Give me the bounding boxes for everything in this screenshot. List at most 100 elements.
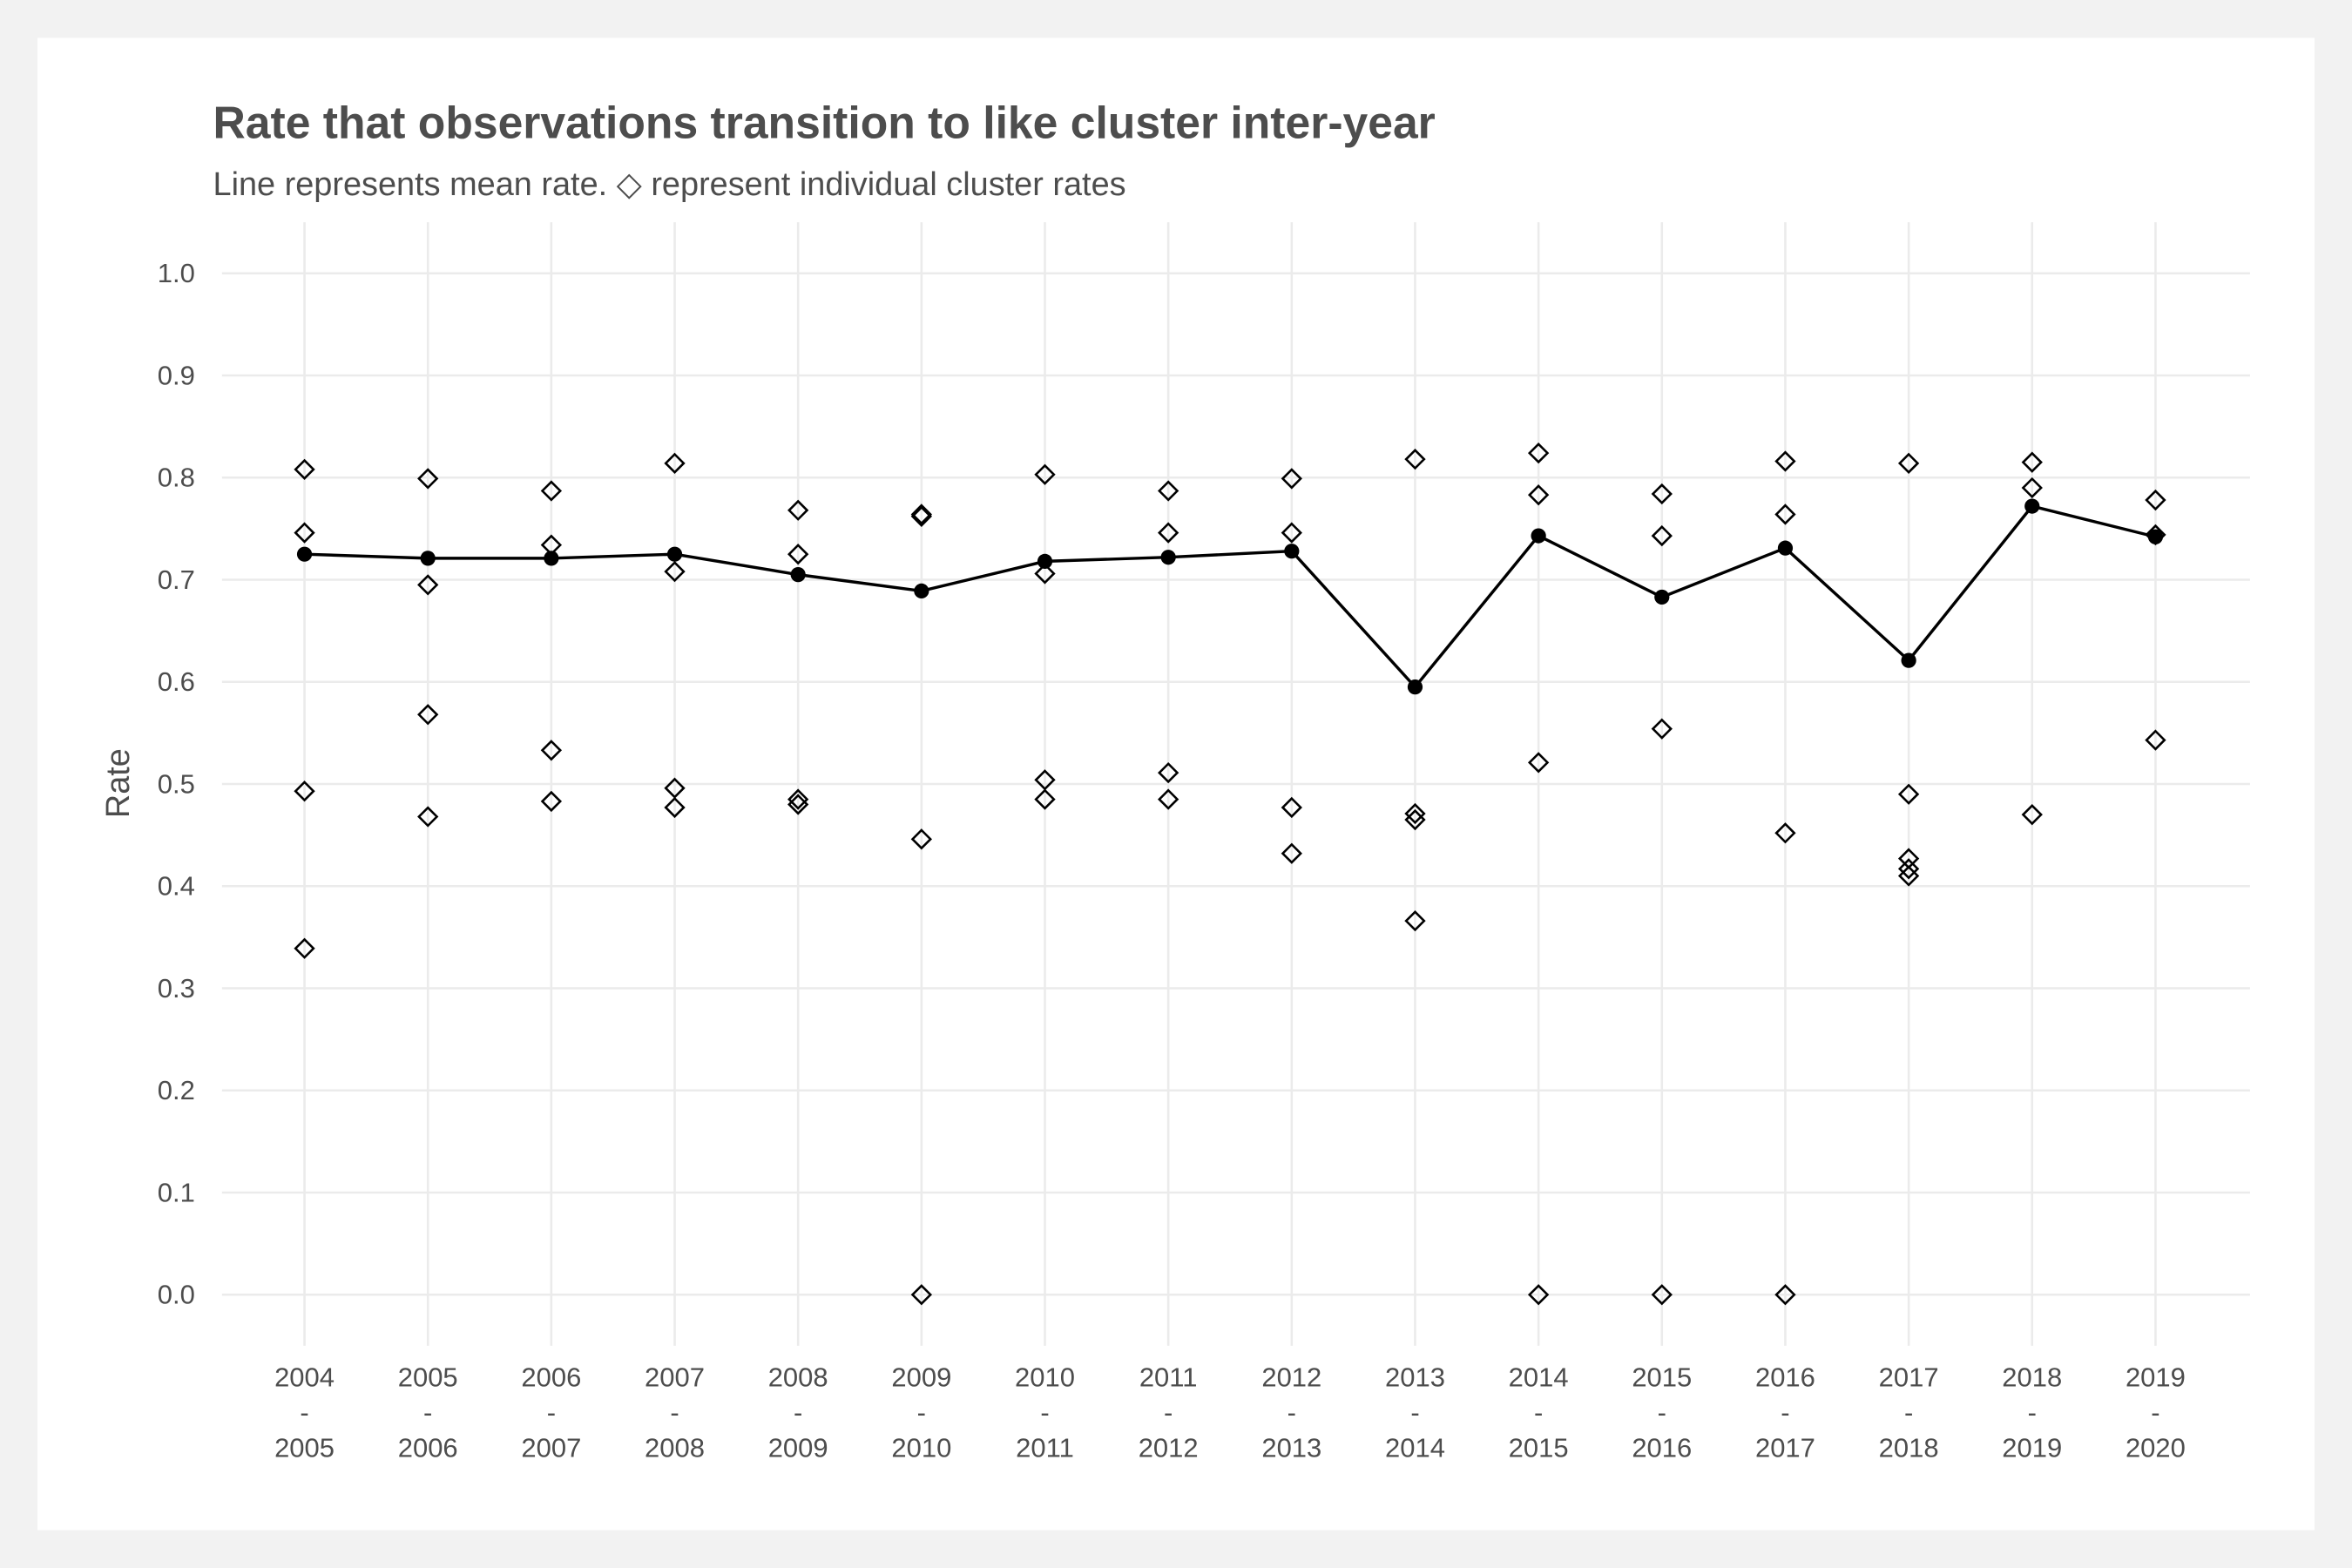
cluster-point	[1158, 761, 1179, 784]
cluster-point	[1774, 1284, 1796, 1306]
cluster-point	[1651, 524, 1673, 547]
cluster-point	[787, 788, 809, 810]
mean-point	[1407, 679, 1423, 695]
x-tick-label: 2016	[1755, 1362, 1815, 1392]
cluster-point	[417, 806, 439, 828]
x-tick-label: 2016	[1632, 1432, 1692, 1463]
x-tick-label: 2007	[521, 1432, 581, 1463]
x-tick-label: 2008	[645, 1432, 705, 1463]
mean-point	[2147, 529, 2164, 544]
mean-point	[666, 546, 683, 562]
y-tick-label: 0.0	[158, 1280, 195, 1310]
y-tick-label: 0.1	[158, 1177, 195, 1207]
mean-point	[420, 551, 436, 566]
x-tick-label: -	[1781, 1397, 1789, 1428]
cluster-point	[1774, 822, 1796, 844]
cluster-point	[540, 740, 563, 761]
x-tick-label: 2005	[398, 1362, 458, 1392]
x-tick-label: -	[1288, 1397, 1296, 1428]
x-tick-label: 2004	[274, 1362, 335, 1392]
x-tick-label: 2019	[2002, 1432, 2062, 1463]
y-tick-label: 0.9	[158, 360, 195, 390]
cluster-point	[1281, 522, 1302, 544]
mean-point	[914, 583, 929, 599]
x-tick-label: 2013	[1261, 1432, 1321, 1463]
x-tick-label: 2011	[1016, 1432, 1074, 1463]
grid: 0.0 0.1 0.2 0.3 0.4 0.5 0.6 0.7 0.8 0.9 1.0 2004 - 20…	[158, 222, 2250, 1463]
chart-subtitle: Line represents mean rate. ◇ represent i…	[213, 166, 1126, 203]
cluster-point	[294, 458, 315, 481]
x-tick-label: 2018	[1879, 1432, 1939, 1463]
x-tick-label: 2019	[2126, 1362, 2186, 1392]
cluster-point	[910, 505, 933, 527]
cluster-point	[2021, 804, 2043, 826]
cluster-point	[1651, 1284, 1673, 1306]
x-tick-label: -	[1410, 1397, 1419, 1428]
x-tick-label: -	[423, 1397, 432, 1428]
cluster-point	[2145, 729, 2166, 751]
x-tick-label: 2013	[1385, 1362, 1445, 1392]
cluster-point	[294, 937, 315, 959]
x-tick-label: 2014	[1385, 1432, 1445, 1463]
mean-point	[790, 567, 806, 583]
cluster-point	[1158, 788, 1179, 810]
mean-line	[304, 504, 2156, 690]
cluster-point	[540, 480, 563, 502]
x-tick-label: -	[670, 1397, 679, 1428]
cluster-point	[910, 504, 933, 525]
y-tick-label: 0.2	[158, 1075, 195, 1105]
y-tick-label: 0.4	[158, 871, 195, 902]
x-tick-label: 2015	[1632, 1362, 1692, 1392]
x-tick-label: 2011	[1139, 1362, 1198, 1392]
x-tick-label: 2012	[1261, 1362, 1321, 1392]
mean-point	[2024, 498, 2040, 514]
x-tick-label: -	[1040, 1397, 1049, 1428]
cluster-point	[1404, 448, 1426, 470]
cluster-point	[1158, 480, 1179, 502]
cluster-point	[540, 790, 563, 813]
cluster-point	[664, 452, 686, 474]
mean-point	[1654, 589, 1670, 605]
cluster-point	[1034, 563, 1056, 585]
x-tick-label: 2007	[645, 1362, 705, 1392]
x-tick-label: -	[1904, 1397, 1913, 1428]
x-tick-label: 2017	[1879, 1362, 1939, 1392]
mean-point	[544, 551, 559, 566]
cluster-point	[1897, 858, 1920, 880]
x-tick-label: -	[1164, 1397, 1173, 1428]
x-tick-label: 2018	[2002, 1362, 2062, 1392]
cluster-point	[1774, 450, 1796, 472]
x-tick-label: -	[794, 1397, 802, 1428]
cluster-point	[294, 781, 315, 802]
y-axis-label: Rate	[100, 748, 137, 818]
cluster-point	[1404, 808, 1426, 831]
cluster-point	[910, 828, 933, 850]
x-tick-label: 2009	[891, 1362, 951, 1392]
cluster-point	[2021, 451, 2043, 473]
cluster-point	[1774, 504, 1796, 525]
x-tick-label: 2015	[1509, 1432, 1569, 1463]
x-tick-label: 2006	[398, 1432, 458, 1463]
x-tick-label: 2012	[1139, 1432, 1199, 1463]
cluster-point	[910, 1284, 933, 1306]
mean-point	[1531, 528, 1546, 544]
chart-title: Rate that observations transition to lik…	[213, 98, 1436, 148]
x-tick-label: 2014	[1509, 1362, 1569, 1392]
x-tick-label: -	[2151, 1397, 2159, 1428]
cluster-point	[417, 468, 439, 490]
x-tick-label: -	[300, 1397, 308, 1428]
y-tick-label: 0.5	[158, 768, 195, 799]
cluster-point	[1158, 522, 1179, 544]
cluster-point	[664, 796, 686, 819]
cluster-point	[664, 560, 686, 583]
cluster-point	[2021, 476, 2043, 499]
x-tick-label: -	[2028, 1397, 2037, 1428]
x-tick-label: -	[1534, 1397, 1543, 1428]
y-tick-label: 0.3	[158, 973, 195, 1004]
x-tick-label: -	[917, 1397, 926, 1428]
mean-point	[1777, 540, 1794, 556]
cluster-point	[1034, 463, 1056, 485]
mean-point	[296, 546, 313, 562]
cluster-point	[1897, 452, 1920, 474]
